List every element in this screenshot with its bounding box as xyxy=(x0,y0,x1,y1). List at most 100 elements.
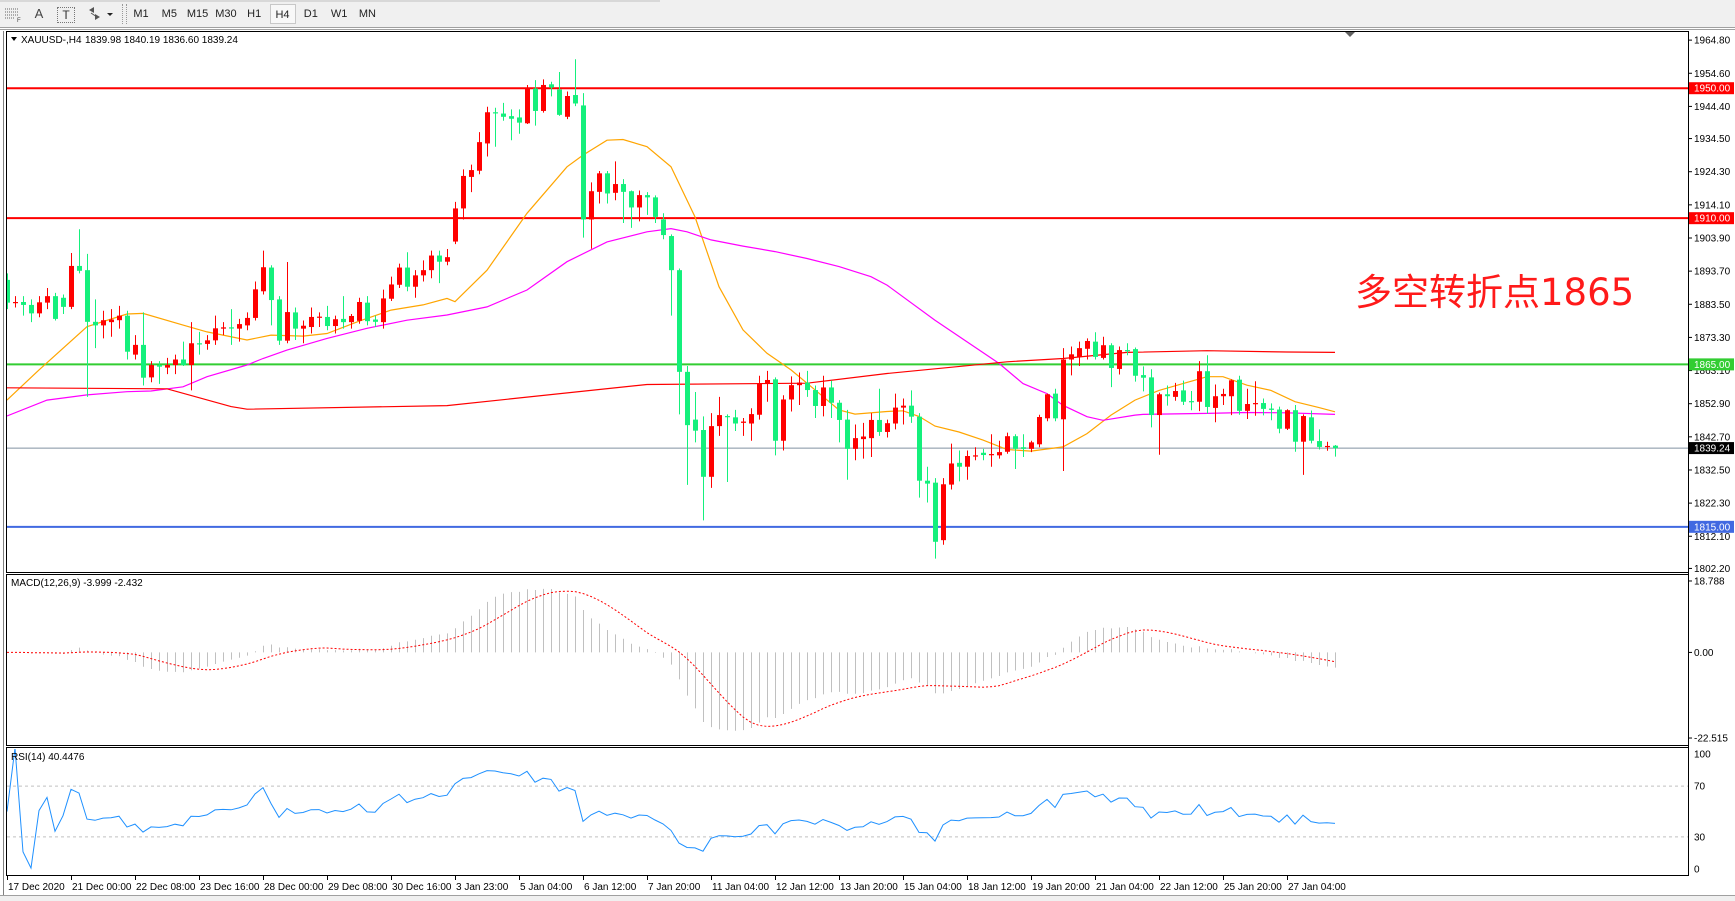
time-label: 29 Dec 08:00 xyxy=(328,882,388,893)
timeframe-m5[interactable]: M5 xyxy=(161,8,177,20)
candle xyxy=(917,413,922,498)
time-label: 22 Dec 08:00 xyxy=(136,882,196,893)
candle xyxy=(1165,385,1170,406)
time-label: 28 Dec 00:00 xyxy=(264,882,324,893)
candle-body xyxy=(765,379,770,384)
candle-body xyxy=(1237,379,1242,411)
timeframe-h4[interactable]: H4 xyxy=(269,4,296,24)
candle xyxy=(445,249,450,266)
candle-body xyxy=(717,415,722,427)
candle-body xyxy=(901,405,906,408)
candle-body xyxy=(125,315,130,352)
candle xyxy=(1237,375,1242,415)
rsi-line xyxy=(7,749,1336,870)
rsi-title: RSI(14) 40.4476 xyxy=(11,752,85,763)
price-tick-label: 1842.70 xyxy=(1694,432,1731,443)
candle xyxy=(541,79,546,113)
text-a-icon[interactable]: A xyxy=(34,6,44,21)
candle xyxy=(341,296,346,329)
candle xyxy=(837,400,842,443)
timeframe-mn[interactable]: MN xyxy=(358,8,376,20)
candle xyxy=(597,171,602,204)
candle-body xyxy=(277,299,282,341)
level-label: 1950.00 xyxy=(1694,84,1731,95)
candle xyxy=(877,388,882,436)
candle-body xyxy=(1061,359,1066,420)
candle xyxy=(237,318,242,342)
candle xyxy=(1213,384,1218,423)
timeframe-m1[interactable]: M1 xyxy=(133,8,149,20)
candle-body xyxy=(1053,393,1058,419)
candle xyxy=(293,307,298,341)
candle xyxy=(1021,434,1026,457)
candle xyxy=(69,252,74,310)
candle-body xyxy=(1077,348,1082,357)
rsi-tick-label: 0 xyxy=(1694,865,1700,876)
candle xyxy=(157,361,162,384)
candle-body xyxy=(501,113,506,117)
candle xyxy=(533,80,538,126)
text-label-icon[interactable]: T xyxy=(57,7,75,23)
candle xyxy=(1309,410,1314,444)
candle-body xyxy=(909,405,914,417)
candle xyxy=(901,398,906,425)
candle xyxy=(13,296,18,308)
timeframe-d1[interactable]: D1 xyxy=(303,8,318,20)
candle-body xyxy=(45,296,50,303)
candle-body xyxy=(1133,349,1138,376)
price-tick-label: 1903.90 xyxy=(1694,233,1731,244)
candle xyxy=(701,416,706,521)
timeframe-m30[interactable]: M30 xyxy=(215,8,237,20)
candle xyxy=(981,448,986,461)
candle xyxy=(517,109,522,134)
candle-body xyxy=(325,316,330,327)
candle-body xyxy=(605,173,610,194)
grid-icon[interactable]: F xyxy=(2,4,24,24)
candle-body xyxy=(613,184,618,193)
candle-body xyxy=(213,328,218,341)
candle xyxy=(1277,406,1282,434)
candle xyxy=(893,393,898,430)
candle xyxy=(117,305,122,329)
candle-body xyxy=(653,197,658,217)
candle-body xyxy=(1101,345,1106,358)
timeframe-h1[interactable]: H1 xyxy=(247,8,262,20)
candle xyxy=(1125,343,1130,356)
candle-body xyxy=(797,382,802,386)
main-panel xyxy=(6,31,1689,573)
candle-body xyxy=(1253,403,1258,405)
candle-body xyxy=(565,96,570,117)
candle xyxy=(453,201,458,245)
candle-body xyxy=(1333,445,1338,449)
candle-body xyxy=(805,382,810,391)
candle-body xyxy=(581,105,586,220)
candle-body xyxy=(189,343,194,366)
candle-body xyxy=(685,371,690,426)
chart-shift-marker-icon[interactable] xyxy=(1345,32,1355,37)
candle-body xyxy=(1005,436,1010,452)
candle-body xyxy=(853,438,858,449)
timeframe-w1[interactable]: W1 xyxy=(330,8,348,20)
candle xyxy=(357,297,362,324)
candle-body xyxy=(1069,354,1074,360)
candle-body xyxy=(1037,417,1042,445)
bid-label-bg xyxy=(1689,442,1734,455)
candle-body xyxy=(93,321,98,326)
time-label: 7 Jan 20:00 xyxy=(648,882,701,893)
candle xyxy=(149,361,154,383)
candle-body xyxy=(725,416,730,418)
candle xyxy=(109,309,114,337)
candle xyxy=(997,440,1002,459)
arrows-icon[interactable] xyxy=(85,4,117,24)
candle-body xyxy=(597,173,602,192)
candle xyxy=(549,81,554,97)
candle-body xyxy=(629,191,634,208)
candle-body xyxy=(973,455,978,457)
candle-body xyxy=(237,324,242,329)
candle xyxy=(1333,444,1338,457)
candle-body xyxy=(869,419,874,439)
candle-body xyxy=(365,302,370,322)
triangle-down-icon[interactable] xyxy=(11,37,17,41)
timeframe-m15[interactable]: M15 xyxy=(186,8,209,20)
